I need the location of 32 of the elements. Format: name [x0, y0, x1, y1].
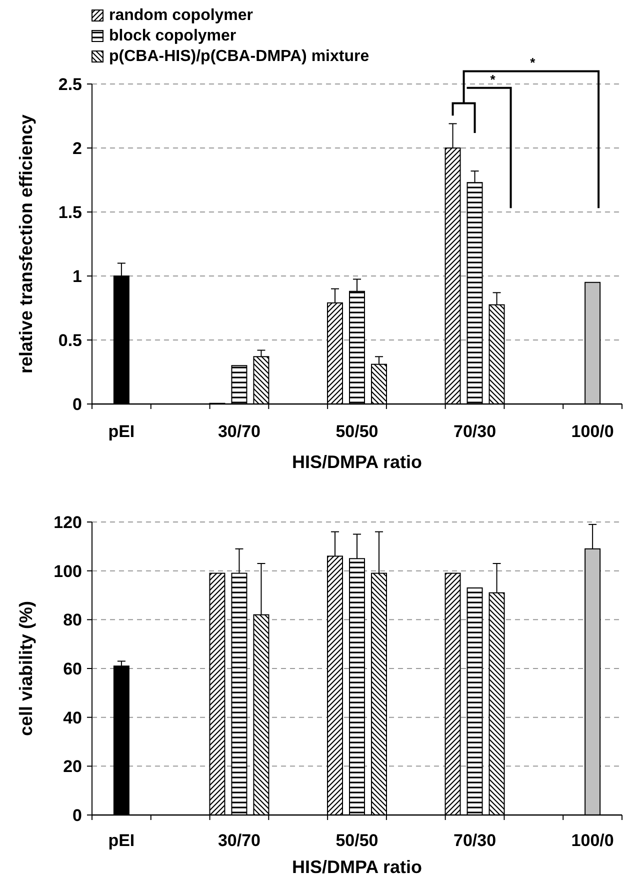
- x-tick-label: 100/0: [571, 831, 614, 850]
- y-axis-title: cell viability (%): [16, 600, 36, 736]
- x-tick-label: pEI: [108, 422, 135, 441]
- x-tick-label: 50/50: [336, 831, 378, 850]
- x-tick-label: pEI: [108, 831, 135, 850]
- y-tick-label: 1: [72, 266, 82, 286]
- y-tick-label: 100: [54, 562, 82, 581]
- y-tick-label: 0.5: [58, 330, 82, 350]
- x-tick-label: 30/70: [218, 422, 260, 441]
- y-tick-label: 2.5: [58, 74, 82, 94]
- y-tick-label: 0: [72, 394, 82, 414]
- y-tick-label: 60: [63, 659, 82, 678]
- legend-label: block copolymer: [109, 28, 236, 44]
- text: *: [530, 55, 536, 70]
- annotation: *: [490, 72, 496, 87]
- legend-label: random copolymer: [109, 7, 254, 24]
- x-axis-title: HIS/DMPA ratio: [292, 857, 422, 877]
- x-tick-label: 70/30: [454, 422, 496, 441]
- y-tick-label: 2: [72, 138, 82, 158]
- y-tick-label: 80: [63, 610, 82, 630]
- x-tick-label: 70/30: [454, 831, 496, 850]
- y-axis-title: relative transfection efficiency: [16, 114, 36, 374]
- y-tick-label: 40: [63, 708, 82, 728]
- x-tick-label: 50/50: [336, 422, 378, 441]
- y-tick-label: 1.5: [58, 202, 82, 222]
- y-tick-label: 120: [54, 512, 82, 532]
- legend-label: p(CBA-HIS)/p(CBA-DMPA) mixture: [109, 48, 370, 65]
- x-axis-title: HIS/DMPA ratio: [292, 452, 422, 472]
- x-tick-label: 100/0: [571, 422, 614, 441]
- y-tick-label: 0: [72, 806, 82, 825]
- x-tick-label: 30/70: [218, 831, 260, 850]
- y-tick-label: 20: [63, 757, 82, 776]
